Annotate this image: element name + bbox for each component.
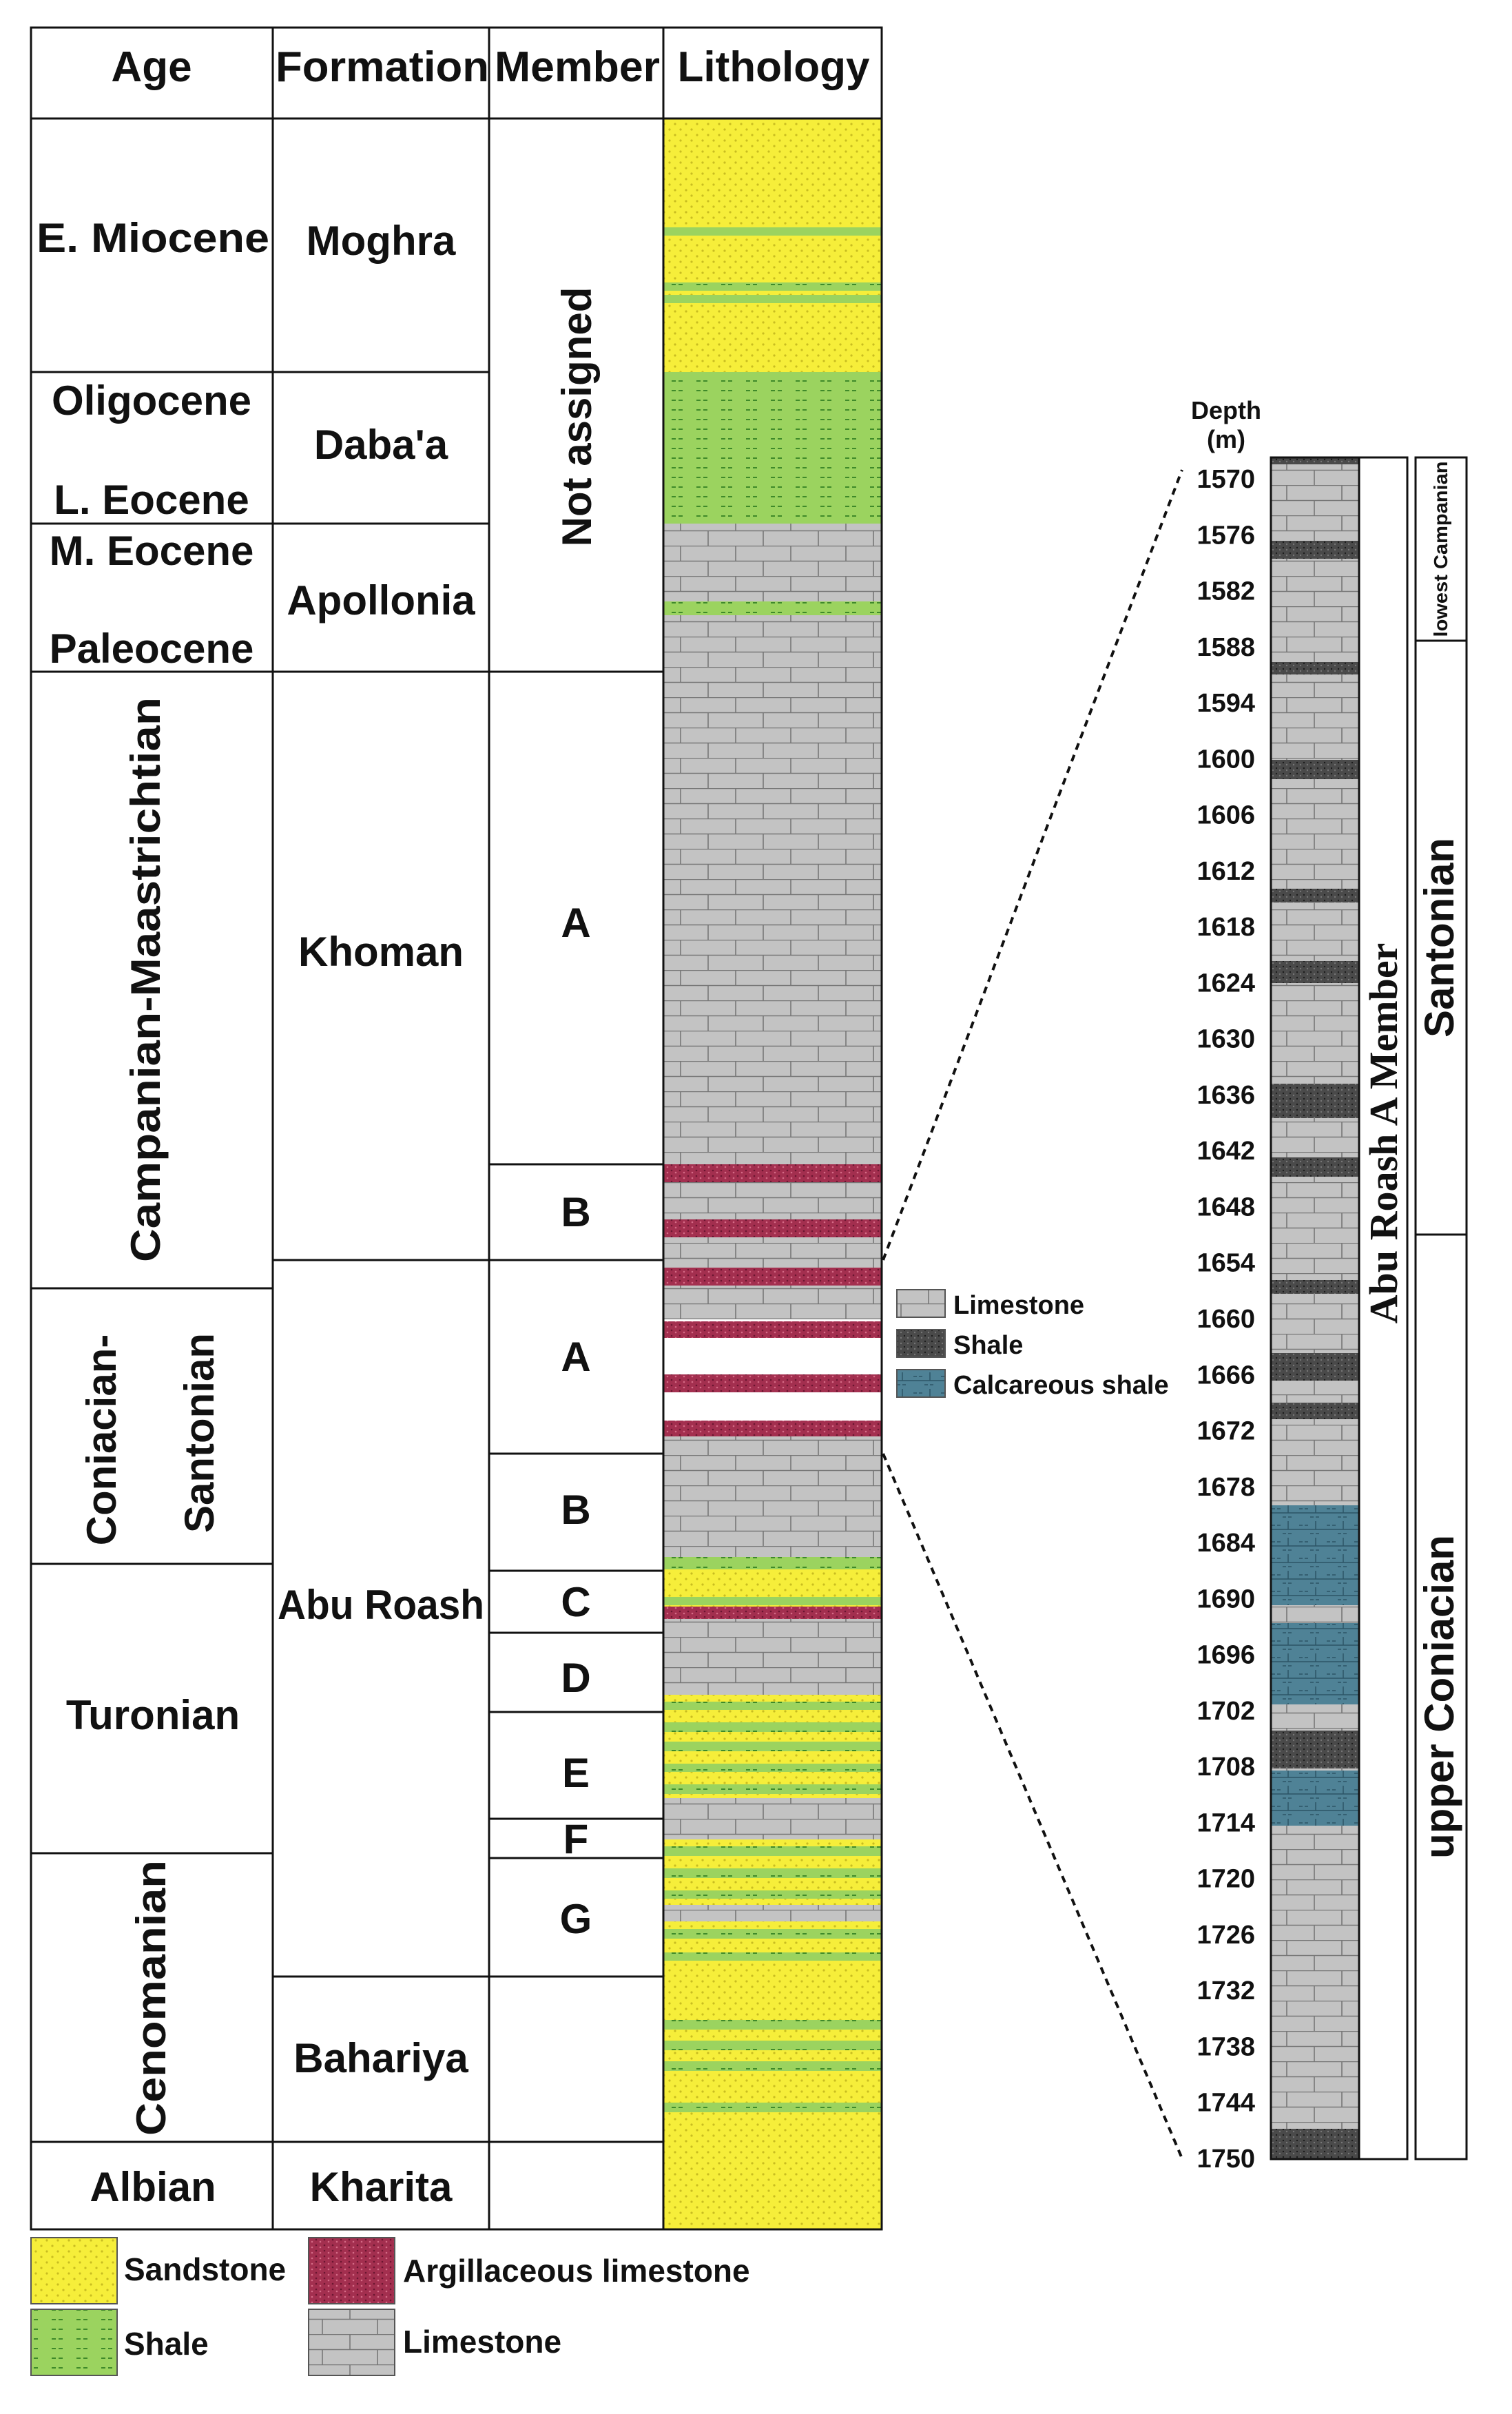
age-m-eocene: M. Eocene	[50, 528, 254, 574]
age-campanian-maastrichtian: Campanian-Maastrichtian	[123, 697, 169, 1262]
depth-label: 1678	[1197, 1473, 1255, 1502]
formation-dabaa: Daba'a	[314, 422, 448, 468]
depth-label: 1576	[1197, 521, 1255, 550]
depth-label: 1738	[1197, 2032, 1255, 2061]
depth-label: 1708	[1197, 1753, 1255, 1782]
depth-label: 1714	[1197, 1808, 1255, 1837]
member-khoman-a: A	[561, 900, 590, 946]
detail-member-label: Abu Roash A Member	[1361, 943, 1406, 1324]
age-e-miocene: E. Miocene	[37, 215, 269, 261]
member-abu-roash-c: C	[561, 1579, 590, 1625]
zoom-connectors	[882, 469, 1183, 2159]
depth-label: 1654	[1197, 1249, 1255, 1278]
member-khoman-b: B	[561, 1189, 590, 1235]
depth-label: 1696	[1197, 1641, 1255, 1670]
age-paleocene: Paleocene	[50, 626, 254, 672]
detail-legend-swatch-limestone	[896, 1289, 946, 1318]
depth-label: 1732	[1197, 1977, 1255, 2005]
age-column: E. Miocene Oligocene L. Eocene M. Eocene…	[37, 215, 269, 2210]
member-column: Not assigned A B A B C D E F G	[554, 287, 600, 1942]
formation-khoman: Khoman	[298, 929, 464, 975]
depth-label: 1570	[1197, 465, 1255, 494]
member-abu-roash-e: E	[562, 1750, 590, 1796]
detail-stage-santonian: Santonian	[1416, 838, 1462, 1038]
detail-legend-swatch-shale	[896, 1329, 946, 1358]
depth-label: 1726	[1197, 1921, 1255, 1950]
header-member: Member	[495, 43, 660, 91]
age-coniacian: Coniacian-	[79, 1334, 125, 1546]
detail-boxes	[1358, 456, 1468, 2160]
legend-label-shale: Shale	[124, 2326, 209, 2362]
member-not-assigned: Not assigned	[554, 287, 600, 547]
table-header: Age Formation Member Lithology	[111, 43, 870, 91]
depth-label: 1690	[1197, 1585, 1255, 1613]
age-turonian: Turonian	[66, 1692, 240, 1738]
header-age: Age	[111, 43, 191, 91]
legend-label-argillaceous-limestone: Argillaceous limestone	[403, 2253, 750, 2289]
detail-legend-label-calcareous-shale: Calcareous shale	[953, 1371, 1169, 1400]
depth-label: 1720	[1197, 1865, 1255, 1894]
detail-legend-swatch-calcareous-shale	[896, 1369, 946, 1398]
connector-bottom	[882, 1453, 1183, 2159]
depth-label: 1582	[1197, 577, 1255, 606]
detail-lithology-column	[1270, 456, 1360, 2160]
legend-detail: Limestone Shale Calcareous shale	[896, 1289, 1169, 1400]
formation-kharita: Kharita	[310, 2164, 453, 2210]
depth-label: 1684	[1197, 1529, 1255, 1558]
depth-label: 1666	[1197, 1361, 1255, 1390]
member-abu-roash-a: A	[561, 1334, 590, 1380]
depth-label: 1594	[1197, 689, 1255, 718]
depth-label: 1744	[1197, 2089, 1255, 2118]
connector-top	[882, 469, 1183, 1261]
detail-stage-upper-coniacian: upper Coniacian	[1416, 1535, 1462, 1859]
depth-label: 1618	[1197, 913, 1255, 942]
member-abu-roash-f: F	[563, 1816, 589, 1862]
depth-label: 1606	[1197, 801, 1255, 830]
header-formation: Formation	[276, 43, 489, 91]
formation-apollonia: Apollonia	[287, 577, 475, 623]
member-abu-roash-b: B	[561, 1487, 590, 1533]
legend-swatch-sandstone	[30, 2237, 118, 2304]
legend-swatch-argillaceous-limestone	[308, 2237, 395, 2304]
formation-moghra: Moghra	[307, 218, 456, 264]
age-santonian: Santonian	[176, 1333, 222, 1533]
formation-column: Moghra Daba'a Apollonia Khoman Abu Roash…	[278, 218, 484, 2210]
depth-label: 1642	[1197, 1137, 1255, 1166]
detail-stage-lowest-campanian: lowest Campanian	[1430, 462, 1451, 637]
formation-bahariya: Bahariya	[293, 2035, 468, 2081]
depth-label: 1702	[1197, 1697, 1255, 1726]
depth-label: 1588	[1197, 633, 1255, 662]
depth-label: 1600	[1197, 745, 1255, 774]
depth-label: 1612	[1197, 857, 1255, 886]
depth-label: 1630	[1197, 1025, 1255, 1054]
detail-legend-label-limestone: Limestone	[953, 1291, 1084, 1320]
header-lithology: Lithology	[678, 43, 870, 91]
table-grid	[30, 26, 883, 2231]
legend-label-sandstone: Sandstone	[124, 2251, 286, 2287]
age-oligocene: Oligocene	[52, 378, 251, 424]
depth-label: 1672	[1197, 1417, 1255, 1446]
legend-swatch-limestone	[308, 2309, 395, 2376]
legend-swatch-shale	[30, 2309, 118, 2376]
depth-axis: 1570 1576 1582 1588 1594 1600 1606 1612 1618 1624…	[1197, 465, 1255, 2174]
depth-header-line1: Depth	[1191, 396, 1261, 424]
legend-main: Sandstone Shale Argillaceous limestone L…	[30, 2237, 750, 2376]
depth-header-line2: (m)	[1207, 425, 1245, 453]
formation-abu-roash: Abu Roash	[278, 1582, 484, 1628]
depth-label: 1636	[1197, 1081, 1255, 1110]
age-albian: Albian	[90, 2164, 216, 2210]
depth-label: 1660	[1197, 1305, 1255, 1334]
detail-legend-label-shale: Shale	[953, 1331, 1023, 1360]
depth-label: 1624	[1197, 969, 1255, 998]
member-abu-roash-d: D	[561, 1655, 590, 1701]
lithology-column	[663, 118, 882, 2229]
depth-label: 1648	[1197, 1193, 1255, 1221]
legend-label-limestone: Limestone	[403, 2324, 561, 2360]
age-cenomanian: Cenomanian	[128, 1860, 174, 2136]
member-abu-roash-g: G	[560, 1896, 592, 1942]
age-l-eocene: L. Eocene	[54, 477, 249, 523]
depth-label: 1750	[1197, 2145, 1255, 2174]
